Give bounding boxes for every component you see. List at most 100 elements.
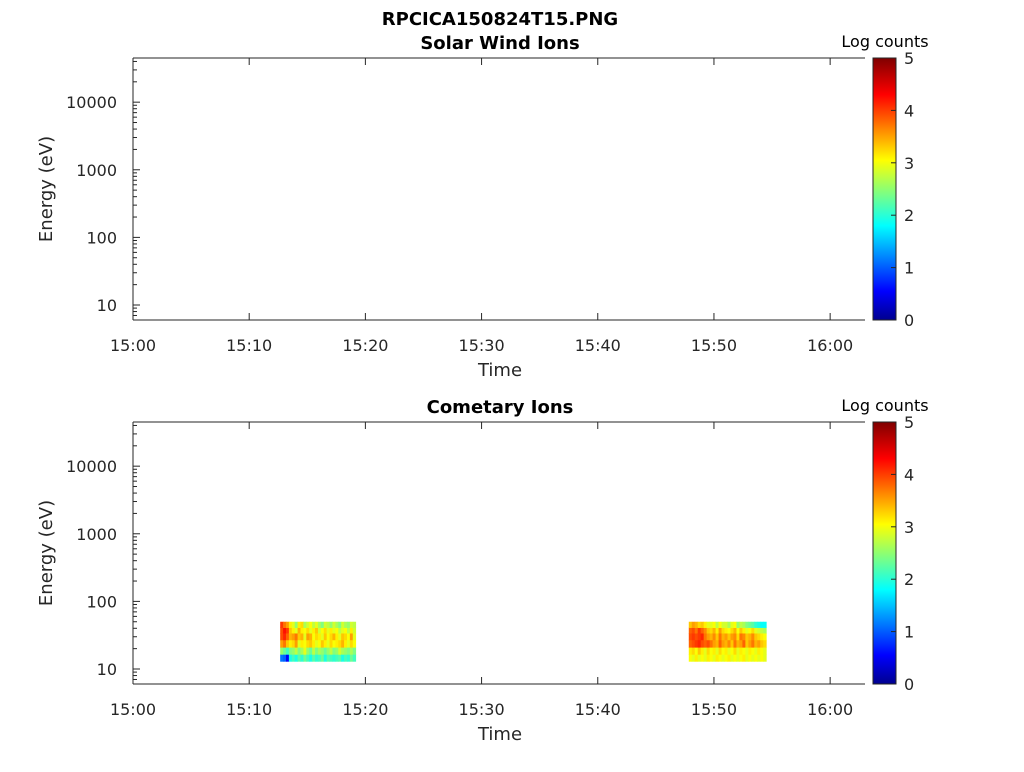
panels: 15:00 15:10 15:20 15:30 15:40 15:50 16:0010100…: [36, 32, 929, 745]
heatmap-cell: [309, 639, 313, 648]
heatmap-cell: [724, 627, 728, 634]
figure-title: RPCICA150824T15.PNG: [382, 9, 618, 30]
heatmap-cell: [285, 627, 290, 634]
x-tick-label: 15:50: [691, 336, 737, 355]
heatmap-cell: [757, 621, 761, 628]
x-tick-label: 15:20: [342, 336, 388, 355]
colorbar-tick-label: 2: [904, 570, 914, 589]
heatmap-cell: [317, 647, 322, 655]
heatmap-cell: [718, 633, 722, 641]
x-tick-label: 15:00: [110, 336, 156, 355]
colorbar-tick-label: 5: [904, 49, 914, 68]
heatmap-cell: [703, 654, 708, 662]
heatmap-cell: [760, 639, 764, 648]
heatmap-cell: [291, 621, 296, 628]
heatmap-cell: [718, 621, 722, 628]
heatmap-cell: [288, 654, 293, 662]
panel-1: 15:00 15:10 15:20 15:30 15:40 15:50 16:0010100…: [36, 32, 929, 381]
heatmap-cell: [323, 621, 328, 628]
heatmap-cell: [733, 639, 737, 648]
colorbar-tick-label: 5: [904, 413, 914, 432]
panel-title: Cometary Ions: [427, 397, 574, 418]
heatmap-cell: [300, 639, 304, 648]
heatmap-cell: [730, 633, 734, 641]
heatmap-cell: [335, 647, 339, 655]
heatmap-cell: [712, 639, 716, 648]
heatmap-cell: [748, 627, 752, 634]
heatmap-cell: [691, 647, 696, 655]
colorbar-tick-label: 3: [904, 518, 914, 537]
x-tick-label: 16:00: [807, 336, 853, 355]
colorbar-tick-label: 1: [904, 623, 914, 642]
heatmap-cell: [703, 627, 708, 634]
heatmap-cell: [736, 639, 740, 648]
heatmap-cell: [352, 639, 357, 648]
heatmap-cell: [335, 627, 339, 634]
heatmap-cell: [300, 654, 304, 662]
heatmap-cell: [335, 654, 339, 662]
heatmap-cell: [754, 647, 758, 655]
heatmap-cell: [344, 654, 348, 662]
heatmap-cell: [341, 633, 345, 641]
heatmap-cell: [317, 639, 322, 648]
heatmap-cell: [285, 633, 290, 641]
x-tick-label: 16:00: [807, 700, 853, 719]
heatmap-cell: [724, 633, 728, 641]
heatmap-cell: [323, 647, 328, 655]
heatmap-cell: [309, 647, 313, 655]
heatmap-cell: [721, 627, 725, 634]
x-axis-label: Time: [477, 360, 522, 381]
heatmap-cell: [730, 654, 734, 662]
heatmap-cell: [739, 627, 743, 634]
heatmap-cell: [346, 647, 351, 655]
heatmap-cell: [694, 654, 699, 662]
colorbar-tick-label: 3: [904, 154, 914, 173]
heatmap-cell: [691, 633, 696, 641]
heatmap-cell: [709, 633, 714, 641]
heatmap-cell: [315, 627, 319, 634]
heatmap-cell: [332, 633, 336, 641]
heatmap-cell: [706, 647, 711, 655]
heatmap-cell: [748, 647, 752, 655]
heatmap-cell: [688, 627, 693, 634]
heatmap-cell: [306, 654, 310, 662]
heatmap-cell: [745, 647, 749, 655]
x-tick-label: 15:00: [110, 700, 156, 719]
heatmap-cell: [306, 633, 310, 641]
heatmap-cell: [344, 627, 348, 634]
heatmap-cell: [344, 647, 348, 655]
heatmap-cell: [346, 654, 351, 662]
colorbar-tick-label: 4: [904, 465, 914, 484]
heatmap-cell: [700, 647, 705, 655]
heatmap-cell: [285, 647, 290, 655]
heatmap-cell: [697, 639, 702, 648]
y-tick-label: 10000: [66, 93, 117, 112]
heatmap-cell: [712, 647, 716, 655]
heatmap-cell: [329, 633, 333, 641]
heatmap-cell: [288, 633, 293, 641]
heatmap-cell: [300, 633, 304, 641]
heatmap-cell: [352, 627, 357, 634]
heatmap-cell: [315, 647, 319, 655]
heatmap-cell: [338, 633, 342, 641]
heatmap-cell: [326, 627, 330, 634]
heatmap-cell: [751, 621, 755, 628]
heatmap-cell: [303, 639, 307, 648]
heatmap-cell: [297, 654, 301, 662]
heatmap-cell: [338, 621, 342, 628]
heatmap-cell: [315, 654, 319, 662]
heatmap-cell: [742, 639, 746, 648]
heatmap-cell: [344, 633, 348, 641]
heatmap-cell: [326, 639, 330, 648]
heatmap-cell: [329, 654, 333, 662]
heatmap-cell: [306, 621, 310, 628]
heatmap-cell: [709, 654, 714, 662]
heatmap-cell: [300, 621, 304, 628]
heatmap-cell: [332, 639, 336, 648]
heatmap-cell: [352, 647, 357, 655]
heatmap-cell: [291, 627, 296, 634]
y-tick-label: 100: [86, 228, 117, 247]
heatmap-cell: [751, 654, 755, 662]
heatmap-cell: [697, 621, 702, 628]
heatmap-cell: [349, 633, 354, 641]
